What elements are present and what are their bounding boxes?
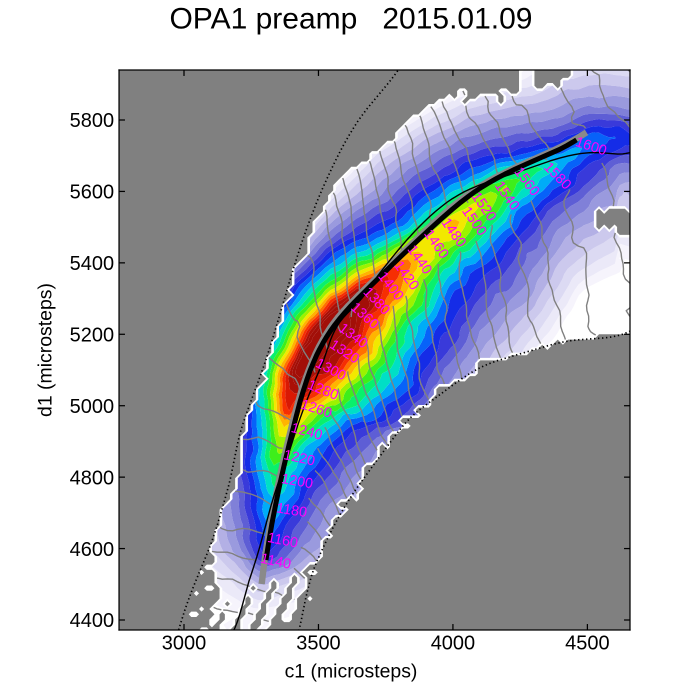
svg-text:5200: 5200: [70, 325, 114, 347]
svg-text:1240: 1240: [289, 420, 324, 444]
svg-text:5800: 5800: [70, 110, 114, 132]
svg-text:4800: 4800: [70, 467, 114, 489]
svg-text:1200: 1200: [280, 471, 314, 492]
svg-text:1140: 1140: [259, 551, 292, 573]
svg-text:5400: 5400: [70, 253, 114, 275]
svg-text:3500: 3500: [296, 632, 340, 654]
svg-text:5600: 5600: [70, 182, 114, 204]
svg-text:c1 (microsteps): c1 (microsteps): [285, 660, 418, 682]
svg-text:4500: 4500: [565, 632, 609, 654]
svg-text:1180: 1180: [275, 500, 308, 521]
svg-text:OPA1 preamp 2015.01.09: OPA1 preamp 2015.01.09: [169, 2, 532, 35]
svg-text:5000: 5000: [70, 396, 114, 418]
svg-text:4600: 4600: [70, 539, 114, 561]
svg-text:4400: 4400: [70, 610, 114, 632]
svg-text:1160: 1160: [266, 530, 299, 552]
svg-text:d1 (microsteps): d1 (microsteps): [35, 283, 57, 417]
svg-text:4000: 4000: [431, 632, 475, 654]
svg-text:1220: 1220: [282, 447, 316, 469]
svg-text:3000: 3000: [162, 632, 206, 654]
